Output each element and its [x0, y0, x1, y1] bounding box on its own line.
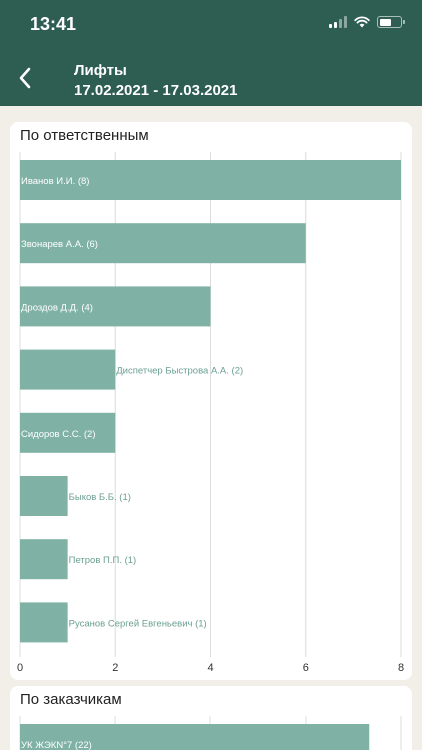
- bar[interactable]: [20, 349, 116, 390]
- x-tick-label: 2: [112, 662, 118, 674]
- wifi-icon: [354, 16, 370, 28]
- header-title-block: Лифты 17.02.2021 - 17.03.2021: [74, 62, 237, 100]
- chevron-left-icon: [19, 67, 31, 89]
- status-icons: [329, 16, 405, 28]
- app-header: 13:41 Лифты 17.02.2021 - 17.03.2021: [0, 0, 422, 106]
- bar[interactable]: [20, 476, 68, 516]
- bar-label: Звонарев А.А. (6): [21, 239, 98, 250]
- bar[interactable]: [20, 412, 116, 453]
- bar-label: Быков Б.Б. (1): [69, 492, 131, 503]
- chart-title: По заказчикам: [20, 691, 122, 708]
- bar-label: Петров П.П. (1): [69, 555, 137, 566]
- bar-label: Русанов Сергей Евгеньевич (1): [69, 618, 207, 629]
- chart-card-customers: По заказчикам УК ЖЭКN°7 (22): [10, 686, 412, 750]
- bar-label: Дроздов Д.Д. (4): [21, 302, 93, 313]
- battery-icon: [377, 16, 405, 28]
- bar[interactable]: [20, 286, 211, 327]
- bar-label: Диспетчер Быстрова А.А. (2): [116, 366, 243, 377]
- x-tick-label: 0: [17, 662, 23, 674]
- customers-bar-chart: УК ЖЭКN°7 (22): [19, 716, 402, 750]
- back-button[interactable]: [10, 60, 40, 96]
- bar[interactable]: [20, 724, 370, 750]
- cellular-signal-icon: [329, 16, 347, 28]
- bar[interactable]: [20, 539, 68, 580]
- bar[interactable]: [20, 160, 401, 200]
- status-time: 13:41: [30, 14, 77, 34]
- date-range: 17.02.2021 - 17.03.2021: [74, 82, 238, 99]
- bar[interactable]: [20, 223, 306, 264]
- chart-card-responsible: По ответственным 0 2 4 6 8 Иванов И.И. (8) Зво…: [10, 122, 412, 680]
- x-tick-label: 8: [398, 662, 404, 674]
- x-tick-label: 6: [303, 662, 309, 674]
- bar[interactable]: [20, 602, 68, 643]
- responsible-bar-chart: 0 2 4 6 8 Иванов И.И. (8) Звонарев А.А. (6) Дро…: [17, 152, 404, 674]
- bar-label: УК ЖЭКN°7 (22): [21, 740, 92, 750]
- page-title: Лифты: [74, 62, 127, 79]
- status-bar: 13:41: [0, 0, 422, 50]
- bar-label: Сидоров С.С. (2): [21, 429, 96, 440]
- x-tick-label: 4: [207, 662, 213, 674]
- chart-title: По ответственным: [20, 127, 149, 144]
- bar-label: Иванов И.И. (8): [21, 176, 89, 187]
